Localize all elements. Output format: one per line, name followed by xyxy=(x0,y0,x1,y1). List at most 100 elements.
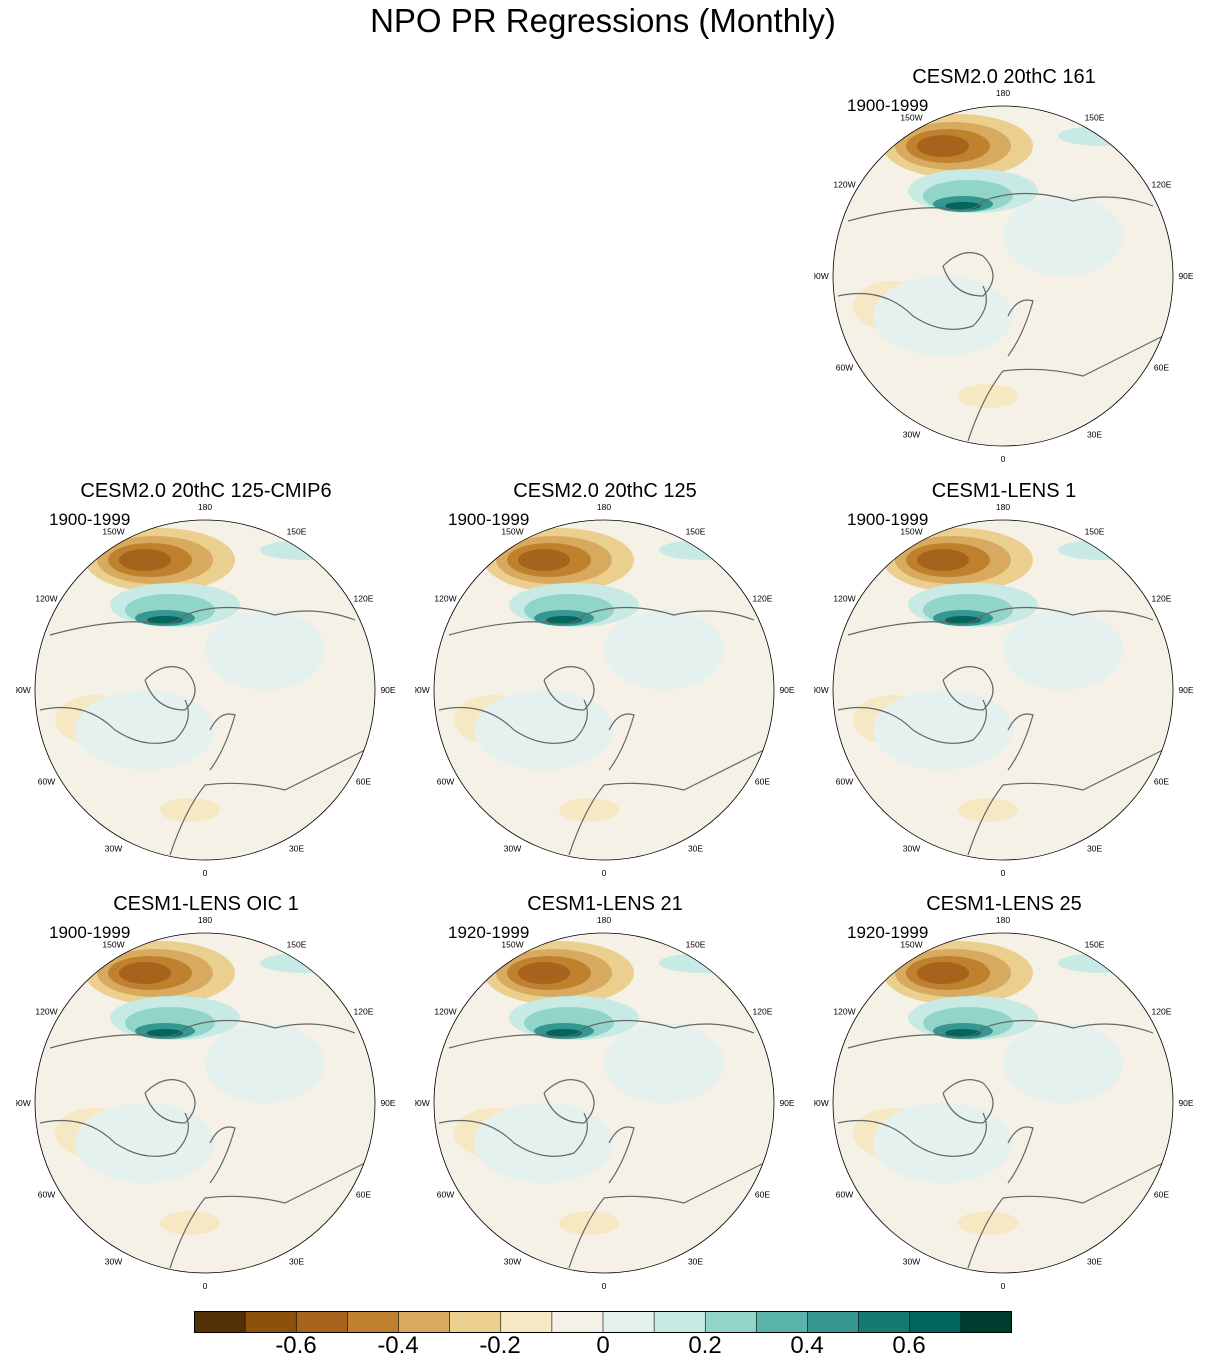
polar-map: 180 150E 120E 90E 60E 30E 0 30W 60W 90W 120W 150W xyxy=(415,915,795,1291)
anomaly-contour xyxy=(604,610,724,690)
longitude-label: 60E xyxy=(1154,1190,1169,1200)
coastline xyxy=(847,1019,1154,1049)
colorbar-swatch xyxy=(347,1311,399,1333)
longitude-label: 60W xyxy=(38,1190,55,1200)
polar-map: 180 150E 120E 90E 60E 30E 0 30W 60W 90W 120W 150W xyxy=(814,502,1194,878)
longitude-label: 120E xyxy=(753,1007,773,1017)
coastline xyxy=(608,1126,635,1184)
colorbar-swatch xyxy=(296,1311,348,1333)
longitude-label: 90W xyxy=(814,1098,829,1108)
longitude-label: 60E xyxy=(356,1190,371,1200)
colorbar-swatch xyxy=(398,1311,450,1333)
map-boundary xyxy=(832,932,1174,1274)
colorbar-swatch xyxy=(960,1311,1012,1333)
panel-title: CESM1-LENS 1 xyxy=(931,480,1077,502)
longitude-label: 60W xyxy=(836,363,853,373)
colorbar-swatch xyxy=(603,1311,655,1333)
coastline xyxy=(942,1079,994,1124)
longitude-label: 60E xyxy=(755,777,770,787)
map-field xyxy=(833,520,1173,860)
coastline xyxy=(1007,713,1034,771)
map-panel: CESM1-LENS 21 1920-1999 180 150E 120E 90E 60… xyxy=(415,893,795,1293)
longitude-label: 120E xyxy=(354,594,374,604)
longitude-label: 150E xyxy=(1085,527,1105,537)
coastline xyxy=(543,666,595,711)
coastline xyxy=(837,699,987,744)
longitude-label: 120W xyxy=(35,1007,57,1017)
colorbar-swatch xyxy=(551,1311,603,1333)
longitude-label: 150W xyxy=(900,940,922,950)
longitude-label: 60W xyxy=(836,777,853,787)
longitude-label: 30E xyxy=(1087,429,1102,439)
longitude-label: 150W xyxy=(501,940,523,950)
anomaly-contour xyxy=(659,540,749,560)
longitude-label: 60E xyxy=(1154,363,1169,373)
coastline xyxy=(942,252,994,297)
anomaly-contour xyxy=(559,1211,619,1235)
colorbar-tick-label: -0.6 xyxy=(275,1332,317,1359)
anomaly-contour xyxy=(873,276,1013,356)
panel-years: 1900-1999 xyxy=(49,923,131,942)
coastline xyxy=(847,192,1154,222)
longitude-label: 150E xyxy=(287,527,307,537)
panel-title: CESM2.0 20thC 161 xyxy=(912,66,1096,88)
longitude-label: 30W xyxy=(903,429,920,439)
colorbar-swatch xyxy=(654,1311,706,1333)
longitude-label: 90W xyxy=(415,1098,430,1108)
longitude-label: 120W xyxy=(833,1007,855,1017)
longitude-label: 60W xyxy=(38,777,55,787)
map-panel: CESM2.0 20thC 125-CMIP6 1900-1999 180 150… xyxy=(16,480,396,880)
coastline xyxy=(39,1112,189,1157)
anomaly-contour xyxy=(958,798,1018,822)
coastline xyxy=(1007,299,1034,357)
colorbar-swatch xyxy=(858,1311,910,1333)
longitude-label: 30E xyxy=(1087,843,1102,853)
anomaly-contour xyxy=(1058,953,1148,973)
panel-years: 1900-1999 xyxy=(847,96,929,115)
map-panel: CESM2.0 20thC 125 1900-1999 180 150E 120E 9… xyxy=(415,480,795,880)
longitude-label: 150W xyxy=(102,940,124,950)
map-boundary xyxy=(34,519,376,861)
longitude-label: 30W xyxy=(105,1256,122,1266)
colorbar-swatch xyxy=(705,1311,757,1333)
longitude-label: 90E xyxy=(779,685,794,695)
longitude-label: 120W xyxy=(833,180,855,190)
anomaly-contour xyxy=(917,135,969,157)
longitude-label: 120E xyxy=(753,594,773,604)
longitude-label: 120E xyxy=(1152,180,1172,190)
map-field xyxy=(35,520,375,860)
anomaly-contour xyxy=(75,690,215,770)
colorbar-swatch xyxy=(245,1311,297,1333)
longitude-label: 90E xyxy=(779,1098,794,1108)
figure-title: NPO PR Regressions (Monthly) xyxy=(370,2,836,39)
map-field xyxy=(35,933,375,1273)
longitude-label: 120E xyxy=(1152,594,1172,604)
coastline xyxy=(568,749,765,856)
anomaly-contour xyxy=(205,610,325,690)
anomaly-contour xyxy=(75,1103,215,1183)
longitude-label: 30E xyxy=(688,1256,703,1266)
colorbar-swatch xyxy=(756,1311,808,1333)
longitude-label: 150W xyxy=(102,527,124,537)
anomaly-contour xyxy=(474,1103,614,1183)
longitude-label: 150E xyxy=(287,940,307,950)
anomaly-contour xyxy=(1003,610,1123,690)
colorbar-tick-label: -0.4 xyxy=(377,1332,419,1359)
anomaly-contour xyxy=(873,1103,1013,1183)
coastline xyxy=(1007,1126,1034,1184)
map-panel: CESM1-LENS 1 1900-1999 180 150E 120E 90E 60E… xyxy=(814,480,1194,880)
map-field xyxy=(434,933,774,1273)
longitude-label: 0 xyxy=(602,868,607,878)
colorbar-tick-label: 0.2 xyxy=(688,1332,722,1359)
panel-title: CESM2.0 20thC 125-CMIP6 xyxy=(80,480,332,502)
coastline xyxy=(543,1079,595,1124)
coastline xyxy=(438,699,588,744)
panel-years: 1900-1999 xyxy=(49,510,131,529)
longitude-label: 90W xyxy=(814,685,829,695)
colorbar-tick-label: -0.2 xyxy=(479,1332,521,1359)
map-panel: CESM1-LENS 25 1920-1999 180 150E 120E 90E 60… xyxy=(814,893,1194,1293)
longitude-label: 120W xyxy=(35,594,57,604)
longitude-label: 90E xyxy=(380,1098,395,1108)
coastline xyxy=(49,606,356,636)
colorbar-swatch xyxy=(194,1311,246,1333)
